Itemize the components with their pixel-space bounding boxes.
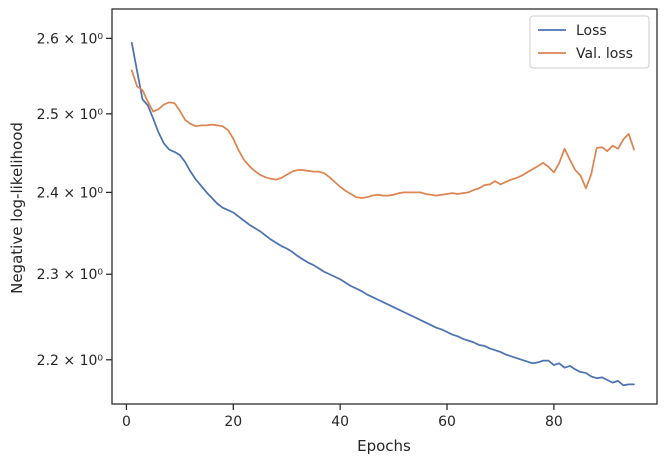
- x-axis: 0 20 40 60 80: [122, 404, 563, 430]
- x-tick-label: 40: [331, 414, 349, 430]
- plot-area: [111, 8, 658, 405]
- series-line-val-loss: [130, 69, 635, 199]
- x-tick-label: 80: [545, 414, 563, 430]
- plot-frame: [111, 8, 658, 405]
- y-tick-label: 2.4 × 10⁰: [37, 185, 104, 201]
- legend-label: Loss: [576, 23, 607, 39]
- y-tick-label: 2.5 × 10⁰: [37, 107, 104, 123]
- legend-box: [529, 15, 650, 69]
- x-tick-label: 0: [122, 414, 131, 430]
- y-tick-label: 2.2 × 10⁰: [37, 353, 104, 369]
- series-layer: [130, 41, 635, 387]
- x-axis-title: Epochs: [357, 437, 411, 455]
- y-tick-label: 2.6 × 10⁰: [37, 31, 104, 47]
- y-axis-title: Negative log-likelihood: [8, 122, 26, 294]
- series-line-loss: [130, 41, 635, 387]
- legend: Loss Val. loss: [529, 15, 650, 69]
- x-tick-label: 20: [224, 414, 242, 430]
- y-tick-label: 2.3 × 10⁰: [37, 267, 104, 283]
- legend-label: Val. loss: [576, 46, 633, 62]
- x-tick-label: 60: [438, 414, 456, 430]
- y-axis: 2.2 × 10⁰ 2.3 × 10⁰ 2.4 × 10⁰ 2.5 × 10⁰ 2.6 …: [37, 31, 112, 369]
